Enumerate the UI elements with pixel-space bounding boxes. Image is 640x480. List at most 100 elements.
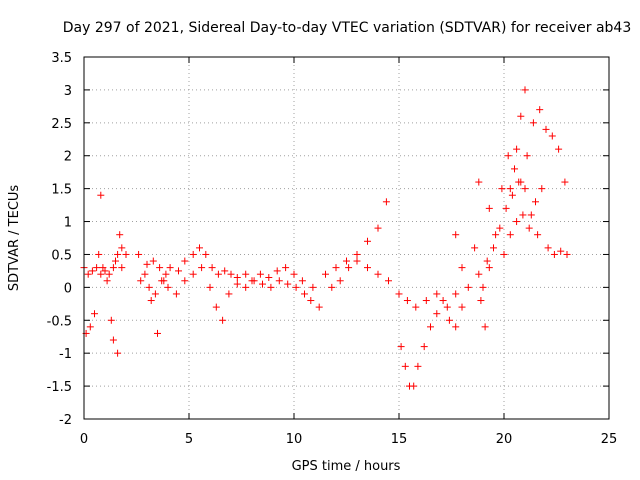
- data-point: [118, 264, 126, 272]
- data-point: [445, 316, 453, 324]
- data-point: [542, 125, 550, 133]
- data-point: [492, 231, 500, 239]
- data-point: [275, 277, 283, 285]
- x-tick-label: 0: [80, 432, 88, 447]
- data-point: [122, 250, 130, 258]
- data-point: [212, 303, 220, 311]
- x-tick-label: 20: [496, 432, 513, 447]
- y-axis-label: SDTVAR / TECUs: [7, 185, 22, 292]
- grid-layer: [84, 57, 609, 419]
- data-point: [156, 264, 164, 272]
- y-tick-label: 0: [64, 281, 72, 296]
- data-point: [343, 257, 350, 265]
- data-point: [475, 270, 483, 278]
- data-point: [364, 237, 371, 245]
- data-point: [471, 244, 479, 252]
- data-point: [256, 270, 264, 278]
- data-point: [282, 264, 290, 272]
- data-point: [433, 310, 441, 318]
- data-points: [80, 86, 571, 390]
- data-point: [548, 132, 556, 140]
- data-point: [135, 250, 143, 258]
- data-point: [141, 270, 149, 278]
- data-point: [521, 86, 529, 94]
- data-point: [544, 244, 552, 252]
- y-tick-label: -0.5: [47, 314, 72, 329]
- data-point: [84, 270, 92, 278]
- data-point: [515, 178, 523, 186]
- x-tick-label: 25: [601, 432, 618, 447]
- data-point: [498, 185, 506, 193]
- data-point: [443, 303, 451, 311]
- data-point: [517, 112, 525, 120]
- data-point: [196, 244, 203, 252]
- data-point: [97, 191, 105, 199]
- data-point: [315, 303, 323, 311]
- data-point: [164, 283, 172, 291]
- data-point: [86, 323, 94, 331]
- data-point: [307, 297, 315, 305]
- data-point: [137, 277, 145, 285]
- data-point: [550, 250, 558, 258]
- x-tick-label: 10: [286, 432, 303, 447]
- data-point: [105, 270, 113, 278]
- data-point: [452, 323, 460, 331]
- data-point: [506, 231, 514, 239]
- data-point: [189, 270, 197, 278]
- data-point: [345, 264, 353, 272]
- data-point: [410, 382, 418, 390]
- data-point: [513, 218, 521, 226]
- data-point: [527, 211, 535, 219]
- data-point: [250, 277, 258, 285]
- data-point: [114, 349, 122, 357]
- data-point: [221, 267, 229, 275]
- data-point: [219, 316, 227, 324]
- data-point: [439, 297, 447, 305]
- data-point: [116, 231, 124, 239]
- data-point: [214, 270, 222, 278]
- y-tick-label: -1.5: [47, 380, 72, 395]
- data-point: [523, 152, 531, 160]
- data-point: [292, 283, 300, 291]
- data-point: [452, 231, 460, 239]
- data-point: [397, 343, 405, 351]
- data-point: [202, 250, 210, 258]
- data-point: [259, 280, 266, 288]
- data-point: [519, 211, 527, 219]
- data-point: [504, 152, 512, 160]
- data-point: [149, 257, 157, 265]
- data-point: [395, 290, 403, 298]
- data-point: [490, 244, 497, 252]
- data-point: [452, 290, 460, 298]
- chart-title: Day 297 of 2021, Sidereal Day-to-day VTE…: [63, 20, 632, 36]
- data-point: [464, 283, 472, 291]
- data-point: [561, 178, 569, 186]
- data-point: [513, 145, 521, 153]
- data-point: [563, 250, 571, 258]
- data-point: [273, 267, 281, 275]
- data-point: [485, 204, 493, 212]
- data-point: [532, 198, 539, 206]
- y-tick-label: 1: [64, 216, 72, 231]
- data-point: [475, 178, 483, 186]
- data-point: [172, 290, 180, 298]
- y-tick-label: 1.5: [51, 183, 72, 198]
- data-point: [502, 204, 510, 212]
- y-tick-label: 0.5: [51, 248, 72, 263]
- data-point: [227, 270, 235, 278]
- data-point: [147, 297, 155, 305]
- data-point: [479, 283, 487, 291]
- data-point: [385, 277, 392, 285]
- data-point: [412, 303, 420, 311]
- data-point: [225, 290, 233, 298]
- data-point: [151, 290, 159, 298]
- data-point: [143, 260, 151, 268]
- data-point: [477, 297, 485, 305]
- data-point: [332, 264, 340, 272]
- data-point: [506, 185, 514, 193]
- data-point: [208, 264, 216, 272]
- data-point: [242, 270, 250, 278]
- data-point: [118, 244, 126, 252]
- data-point: [301, 290, 308, 298]
- data-point: [298, 277, 306, 285]
